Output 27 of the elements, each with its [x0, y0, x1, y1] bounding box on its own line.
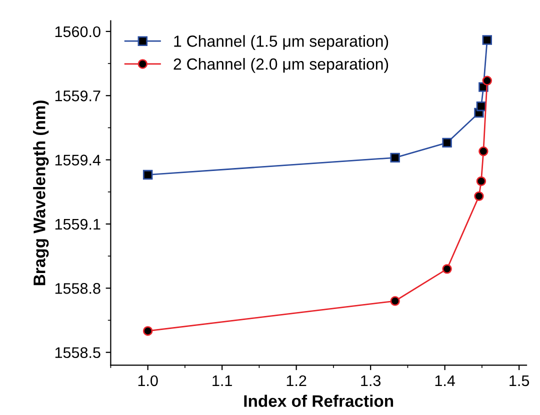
- y-tick-label: 1559.7: [55, 90, 100, 102]
- legend-label: 1 Channel (1.5 μm separation): [174, 35, 388, 50]
- x-tick-label: 1.0: [138, 375, 158, 386]
- point: [142, 326, 153, 336]
- point: [442, 138, 452, 148]
- point: [142, 170, 153, 180]
- y-tick-label: 1560.0: [55, 26, 100, 38]
- x-tick-label: 1.4: [435, 375, 455, 386]
- x-tick-label: 1.3: [361, 375, 381, 386]
- y-tick-label: 1558.5: [55, 347, 100, 358]
- point: [478, 146, 488, 156]
- point: [390, 152, 400, 163]
- legend-label: 2 Channel (2.0 μm separation): [174, 58, 388, 73]
- x-tick-label: 1.1: [212, 375, 232, 386]
- point: [474, 191, 484, 202]
- y-axis-title: Bragg Wavelength (nm): [33, 100, 49, 286]
- y-tick-label: 1558.8: [55, 283, 100, 294]
- point: [482, 76, 492, 86]
- y-tick-label: 1559.1: [55, 218, 100, 230]
- x-axis-title: Index of Refraction: [244, 394, 394, 407]
- point: [442, 264, 452, 274]
- x-tick-label: 1.5: [510, 375, 530, 386]
- point: [482, 35, 492, 45]
- y-tick-label: 1559.4: [55, 154, 101, 166]
- point: [476, 176, 486, 186]
- point: [390, 296, 400, 306]
- x-tick-label: 1.2: [286, 375, 306, 386]
